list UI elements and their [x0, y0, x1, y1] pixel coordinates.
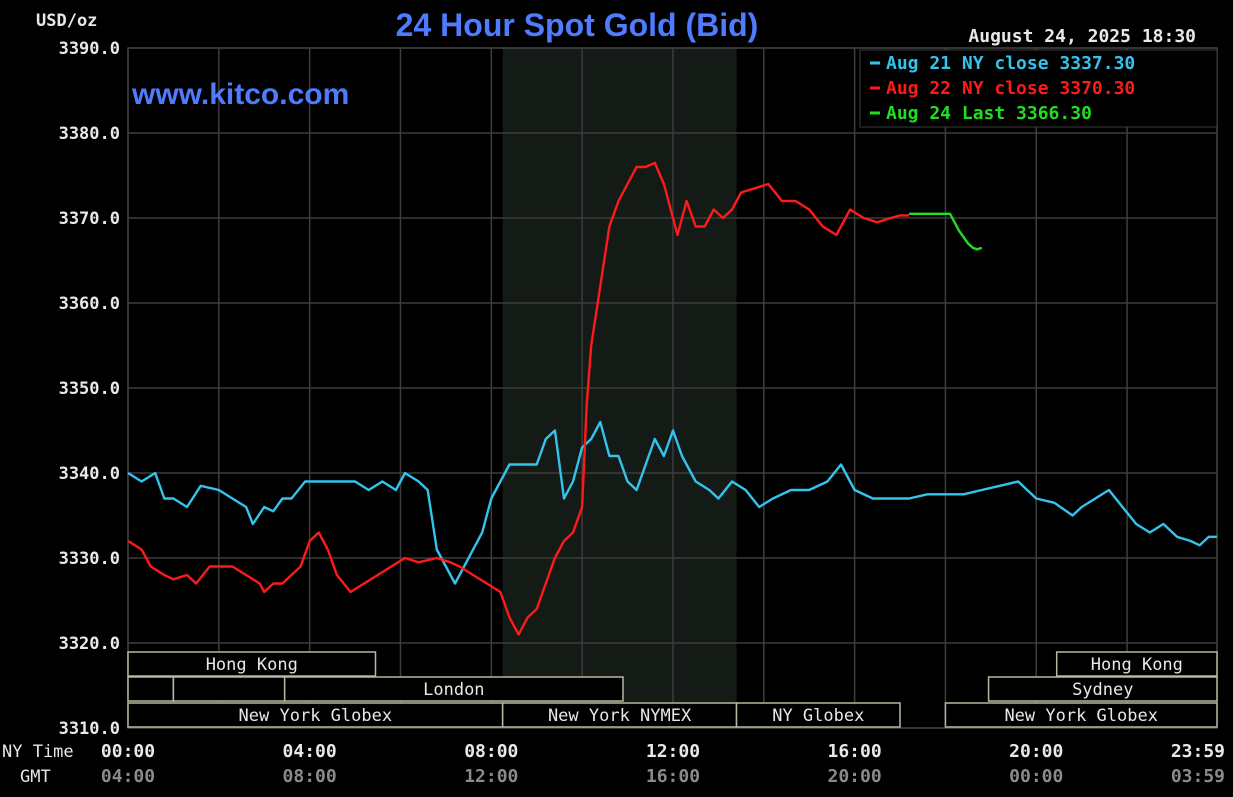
x-tick-label-ny: 04:00	[283, 741, 337, 762]
watermark: www.kitco.com	[131, 78, 349, 111]
session-bar	[283, 676, 624, 702]
y-tick-label: 3320.0	[59, 634, 120, 654]
x-tick-label-gmt: 12:00	[464, 766, 518, 787]
session-label: New York Globex	[239, 706, 393, 726]
chart-datetime: August 24, 2025 18:30	[968, 26, 1196, 47]
session-bar	[735, 702, 901, 728]
x-tick-label-ny: 08:00	[464, 741, 518, 762]
y-tick-label: 3340.0	[59, 464, 120, 484]
series-line-aug24	[909, 212, 983, 251]
plot-frame	[127, 47, 1218, 729]
session-bar	[944, 702, 1218, 728]
x-tick-label-gmt: 16:00	[646, 766, 700, 787]
legend-entry-aug24: Aug 24 Last 3366.30	[886, 103, 1092, 124]
legend-entry-aug21: Aug 21 NY close 3337.30	[886, 53, 1135, 74]
series-line-aug21	[127, 420, 1217, 585]
session-label: Hong Kong	[1091, 655, 1183, 675]
session-label: Hong Kong	[206, 655, 298, 675]
session-bar	[127, 676, 175, 702]
grid-layer	[127, 47, 1218, 729]
session-bar	[501, 702, 738, 728]
x-tick-label-gmt: 00:00	[1009, 766, 1063, 787]
legend-box	[859, 49, 1218, 128]
x-tick-label-ny: 20:00	[1009, 741, 1063, 762]
ny-time-label: NY Time	[2, 742, 74, 762]
session-bar	[987, 676, 1218, 702]
x-tick-label-gmt: 03:59	[1171, 766, 1225, 787]
y-tick-label: 3380.0	[59, 124, 120, 144]
session-label: New York Globex	[1004, 706, 1158, 726]
session-label: London	[423, 680, 484, 700]
chart-title: 24 Hour Spot Gold (Bid)	[396, 7, 759, 43]
legend-entry-aug22: Aug 22 NY close 3370.30	[886, 78, 1135, 99]
x-tick-labels: 00:00 04:00 04:00 08:00 08:00 12:00 12:00 16:00…	[101, 741, 1225, 787]
legend: Aug 21 NY close 3337.30 Aug 22 NY close …	[859, 49, 1218, 128]
gmt-label: GMT	[20, 767, 51, 787]
x-tick-label-gmt: 08:00	[283, 766, 337, 787]
x-tick-label-ny: 12:00	[646, 741, 700, 762]
unit-label: USD/oz	[36, 11, 97, 31]
series-line-aug22	[127, 161, 910, 636]
y-tick-label: 3330.0	[59, 549, 120, 569]
y-tick-label: 3370.0	[59, 209, 120, 229]
y-tick-label: 3390.0	[59, 39, 120, 59]
session-bar	[127, 651, 377, 677]
y-tick-label: 3310.0	[59, 719, 120, 739]
x-tick-label-ny: 00:00	[101, 741, 155, 762]
series-layer	[127, 161, 1217, 636]
session-label: NY Globex	[772, 706, 864, 726]
y-tick-label: 3350.0	[59, 379, 120, 399]
x-tick-label-ny: 23:59	[1171, 741, 1225, 762]
session-bar	[172, 676, 286, 702]
session-bar	[1055, 651, 1218, 677]
y-tick-labels: 3390.0 3380.0 3370.0 3360.0 3350.0 3340.0 3330…	[59, 39, 120, 739]
session-label: New York NYMEX	[548, 706, 692, 726]
session-bars: Hong Kong Hong Kong London Sydney New York G…	[127, 651, 1218, 728]
session-label: Sydney	[1072, 680, 1133, 700]
x-tick-label-gmt: 04:00	[101, 766, 155, 787]
y-tick-label: 3360.0	[59, 294, 120, 314]
x-tick-label-gmt: 20:00	[828, 766, 882, 787]
x-tick-label-ny: 16:00	[828, 741, 882, 762]
